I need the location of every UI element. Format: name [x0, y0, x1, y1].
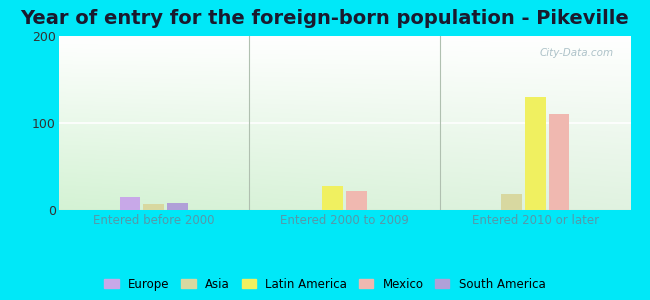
Bar — [549, 114, 569, 210]
Legend: Europe, Asia, Latin America, Mexico, South America: Europe, Asia, Latin America, Mexico, Sou… — [101, 274, 549, 294]
Text: Year of entry for the foreign-born population - Pikeville: Year of entry for the foreign-born popul… — [21, 9, 629, 28]
Bar — [501, 194, 522, 210]
Bar — [322, 186, 343, 210]
Bar — [346, 191, 367, 210]
Bar — [144, 204, 164, 210]
Bar — [120, 197, 140, 210]
Text: City-Data.com: City-Data.com — [540, 48, 614, 58]
Bar — [525, 97, 545, 210]
Bar — [167, 203, 188, 210]
